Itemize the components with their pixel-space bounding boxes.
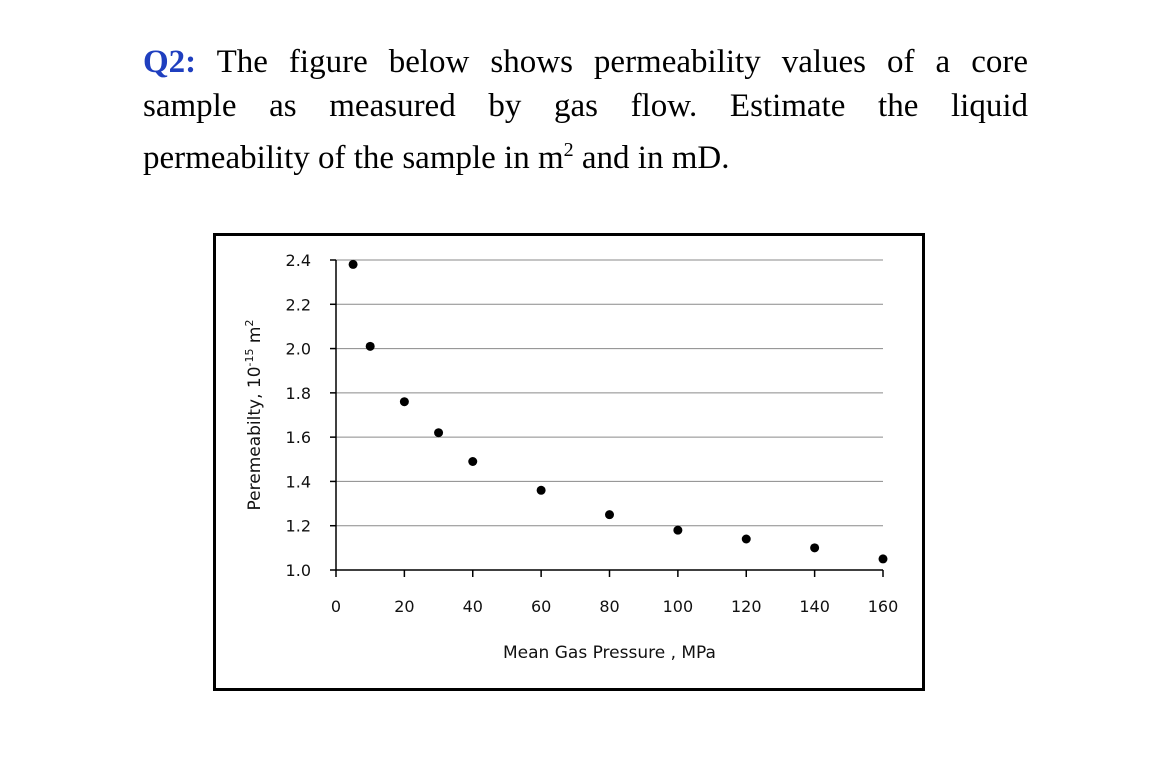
x-tick-label: 60 bbox=[531, 597, 551, 616]
data-point bbox=[434, 428, 444, 438]
data-point bbox=[605, 510, 614, 520]
y-tick-label: 1.0 bbox=[286, 561, 311, 580]
question-text: Q2: The figure below shows permeability … bbox=[143, 40, 1028, 180]
question-line-2: sample as measured by gas flow. Estimate… bbox=[143, 84, 1028, 128]
x-tick-label: 0 bbox=[331, 597, 341, 616]
y-tick-label: 1.6 bbox=[286, 428, 311, 447]
data-point bbox=[878, 554, 888, 564]
y-tick-label: 2.0 bbox=[286, 340, 311, 359]
x-tick-label: 80 bbox=[599, 597, 619, 616]
data-point bbox=[810, 543, 820, 553]
data-point bbox=[348, 259, 358, 269]
tick-labels: 1.0 1.2 1.4 1.6 1.8 2.0 2.2 2.4 0 20 40 60 80 100 120 1… bbox=[286, 251, 899, 616]
question-line-3-part-b: and in mD. bbox=[573, 140, 730, 176]
x-tick-label: 40 bbox=[463, 597, 483, 616]
data-point bbox=[365, 341, 375, 351]
data-point bbox=[536, 485, 546, 495]
data-point bbox=[399, 397, 409, 407]
question-line-2-part-b: Estimate the liquid bbox=[729, 88, 1028, 124]
y-tick-label: 2.2 bbox=[286, 295, 311, 314]
chart-frame: 1.0 1.2 1.4 1.6 1.8 2.0 2.2 2.4 0 20 40 60 80 100 120 1… bbox=[213, 233, 925, 691]
x-tick-label: 140 bbox=[799, 597, 830, 616]
question-line-3-part-a: permeability of the sample in m bbox=[143, 140, 564, 176]
y-axis-title-unit-exponent: 2 bbox=[243, 320, 256, 327]
data-points bbox=[348, 259, 888, 564]
x-tick-label: 120 bbox=[731, 597, 762, 616]
question-line-2-part-a: sample as measured by gas flow. bbox=[143, 88, 698, 124]
y-axis-title-main: Peremeabilty, 10 bbox=[245, 366, 265, 510]
y-axis-title-unit: m bbox=[245, 327, 265, 349]
x-tick-label: 20 bbox=[394, 597, 414, 616]
y-axis-title-exponent: -15 bbox=[243, 348, 256, 366]
question-label: Q2: bbox=[143, 44, 197, 80]
y-tick-label: 1.4 bbox=[286, 472, 311, 491]
data-point bbox=[673, 525, 683, 535]
data-point bbox=[468, 457, 478, 466]
question-line-3-superscript: 2 bbox=[563, 139, 574, 161]
y-axis-title: Peremeabilty, 10-15 m2 bbox=[243, 320, 265, 511]
question-line-1: Q2: The figure below shows permeability … bbox=[143, 40, 1028, 84]
question-line-3: permeability of the sample in m2 and in … bbox=[143, 128, 1028, 180]
axes bbox=[330, 259, 884, 577]
x-tick-label: 160 bbox=[868, 597, 899, 616]
scatter-chart: 1.0 1.2 1.4 1.6 1.8 2.0 2.2 2.4 0 20 40 60 80 100 120 1… bbox=[243, 251, 899, 663]
data-point bbox=[741, 534, 751, 544]
x-axis-title: Mean Gas Pressure , MPa bbox=[503, 643, 716, 663]
y-tick-label: 1.8 bbox=[286, 384, 311, 403]
question-line-1-text: The figure below shows permeability valu… bbox=[216, 44, 1028, 80]
x-tick-label: 100 bbox=[663, 597, 694, 616]
gridlines bbox=[336, 259, 883, 527]
y-tick-label: 2.4 bbox=[286, 251, 311, 270]
y-tick-label: 1.2 bbox=[286, 517, 311, 536]
